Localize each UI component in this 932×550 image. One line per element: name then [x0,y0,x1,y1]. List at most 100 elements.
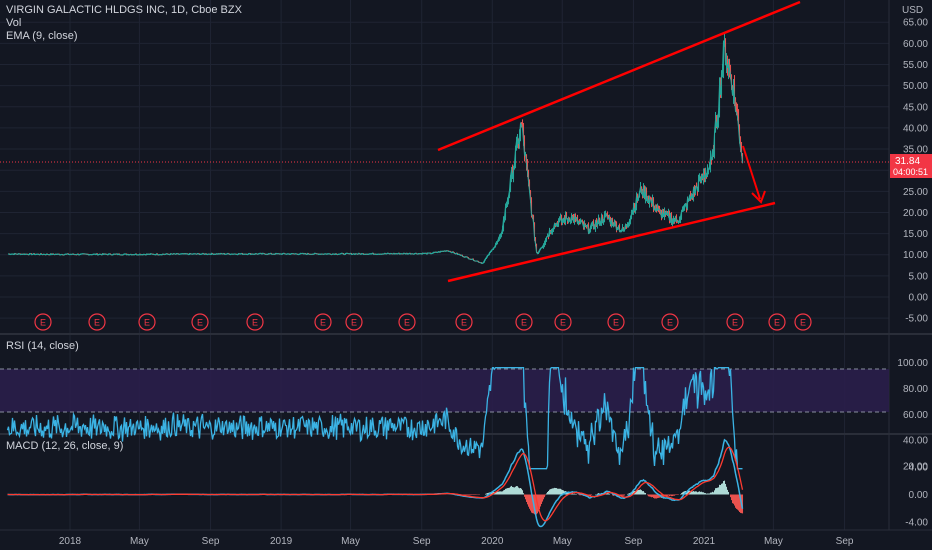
candle-body [648,198,650,204]
macd-histogram-bar [573,493,575,495]
candle-body [705,173,707,178]
candle-body [526,154,528,165]
macd-histogram-bar [551,488,553,495]
macd-histogram-bar [639,489,641,495]
candle-body [718,112,720,120]
macd-histogram-bar [522,490,524,495]
earnings-marker[interactable]: E [314,313,332,331]
macd-histogram-bar [553,488,555,495]
macd-histogram-bar [499,491,501,495]
macd-histogram-bar [574,493,576,495]
macd-histogram-bar [512,486,514,495]
macd-histogram-bar [612,494,614,496]
price-tick-label: 35.00 [903,145,928,156]
macd-histogram-bar [502,491,504,495]
macd-histogram-bar [726,486,728,495]
macd-histogram-bar [580,494,582,496]
candle-body [535,238,537,245]
down-arrow-drawing[interactable] [742,145,766,204]
candle-body [725,41,727,66]
earnings-marker-label: E [40,318,46,328]
candle-body [710,157,712,167]
candle-body [681,211,683,217]
macd-legend[interactable]: MACD (12, 26, close, 9) [6,440,123,452]
macd-histogram-bar [724,480,726,495]
macd-histogram-bar [648,494,650,497]
macd-histogram-bar [693,491,695,495]
macd-histogram-bar [735,494,737,508]
time-axis[interactable]: 2018 May Sep 2019 May Sep 2020 May Sep 2021 May Sep [59,536,854,547]
earnings-marker[interactable]: E [607,313,625,331]
macd-axis[interactable]: 4.00 0.00 -4.00 [905,463,928,529]
candle-body [566,215,568,219]
earnings-marker-circle [191,313,209,331]
last-price-badge: 31.84 04:00:51 [890,154,932,178]
candle-body [536,244,538,253]
macd-histogram-bar [507,488,509,495]
earnings-marker[interactable]: E [138,313,156,331]
macd-histogram-bar [656,494,658,499]
earnings-marker[interactable]: E [794,313,812,331]
macd-histogram-bar [697,492,699,495]
earnings-marker[interactable]: E [554,313,572,331]
time-tick-label: May [764,536,783,547]
candle-body [582,221,584,224]
earnings-marker-label: E [560,318,566,328]
candle-body [571,216,573,221]
macd-histogram-bar [511,485,513,495]
macd-histogram-bar [716,488,718,495]
macd-histogram-bar [683,491,685,495]
earnings-marker[interactable]: E [768,313,786,331]
earnings-marker-label: E [461,318,467,328]
earnings-marker[interactable]: E [455,313,473,331]
candle-body [602,216,604,223]
macd-histogram-bar [485,493,487,495]
candle-body [683,206,685,210]
candle-body [619,226,621,232]
rsi-tick-label: 20.00 [903,462,928,473]
symbol-title[interactable]: VIRGIN GALACTIC HLDGS INC, 1D, Cboe BZX [6,4,243,16]
earnings-marker[interactable]: E [345,313,363,331]
macd-histogram-bar [674,494,676,496]
macd-histogram-bar [650,494,652,497]
rsi-legend[interactable]: RSI (14, close) [6,340,79,352]
candle-body [569,217,571,222]
earnings-marker[interactable]: E [88,313,106,331]
rsi-tick-label: 100.00 [897,358,928,369]
macd-histogram-bar [521,488,523,495]
macd-histogram-bar [672,494,674,497]
candle-body [552,228,554,232]
earnings-marker[interactable]: E [398,313,416,331]
macd-histogram-bar [538,494,540,512]
price-tick-label: 60.00 [903,39,928,50]
lower-trendline[interactable] [447,201,776,283]
macd-histogram-bar [513,487,515,495]
candle-body [521,123,523,126]
candle-body [546,237,548,241]
volume-legend[interactable]: Vol [6,17,21,29]
candle-body [676,216,678,221]
macd-histogram-bar [688,490,690,495]
macd-histogram-bar [486,493,488,495]
candle-body [499,235,501,239]
earnings-marker[interactable]: E [246,313,264,331]
candle-body [514,163,516,169]
rsi-axis[interactable]: 100.00 80.00 60.00 40.00 20.00 [897,358,928,473]
earnings-marker[interactable]: E [191,313,209,331]
upper-trendline[interactable] [437,0,801,152]
macd-histogram-bar [552,488,554,495]
earnings-marker[interactable]: E [515,313,533,331]
earnings-marker[interactable]: E [661,313,679,331]
earnings-marker[interactable]: E [34,313,52,331]
ema-legend[interactable]: EMA (9, close) [6,30,78,42]
macd-tick-label: 0.00 [909,490,929,501]
macd-histogram-bar [690,490,692,495]
candle-body [737,112,739,118]
price-tick-label: 50.00 [903,81,928,92]
candle-body [714,132,716,157]
earnings-marker[interactable]: E [726,313,744,331]
macd-histogram-bar [536,494,538,515]
macd-tick-label: 4.00 [909,463,929,474]
candle-body [675,216,677,222]
